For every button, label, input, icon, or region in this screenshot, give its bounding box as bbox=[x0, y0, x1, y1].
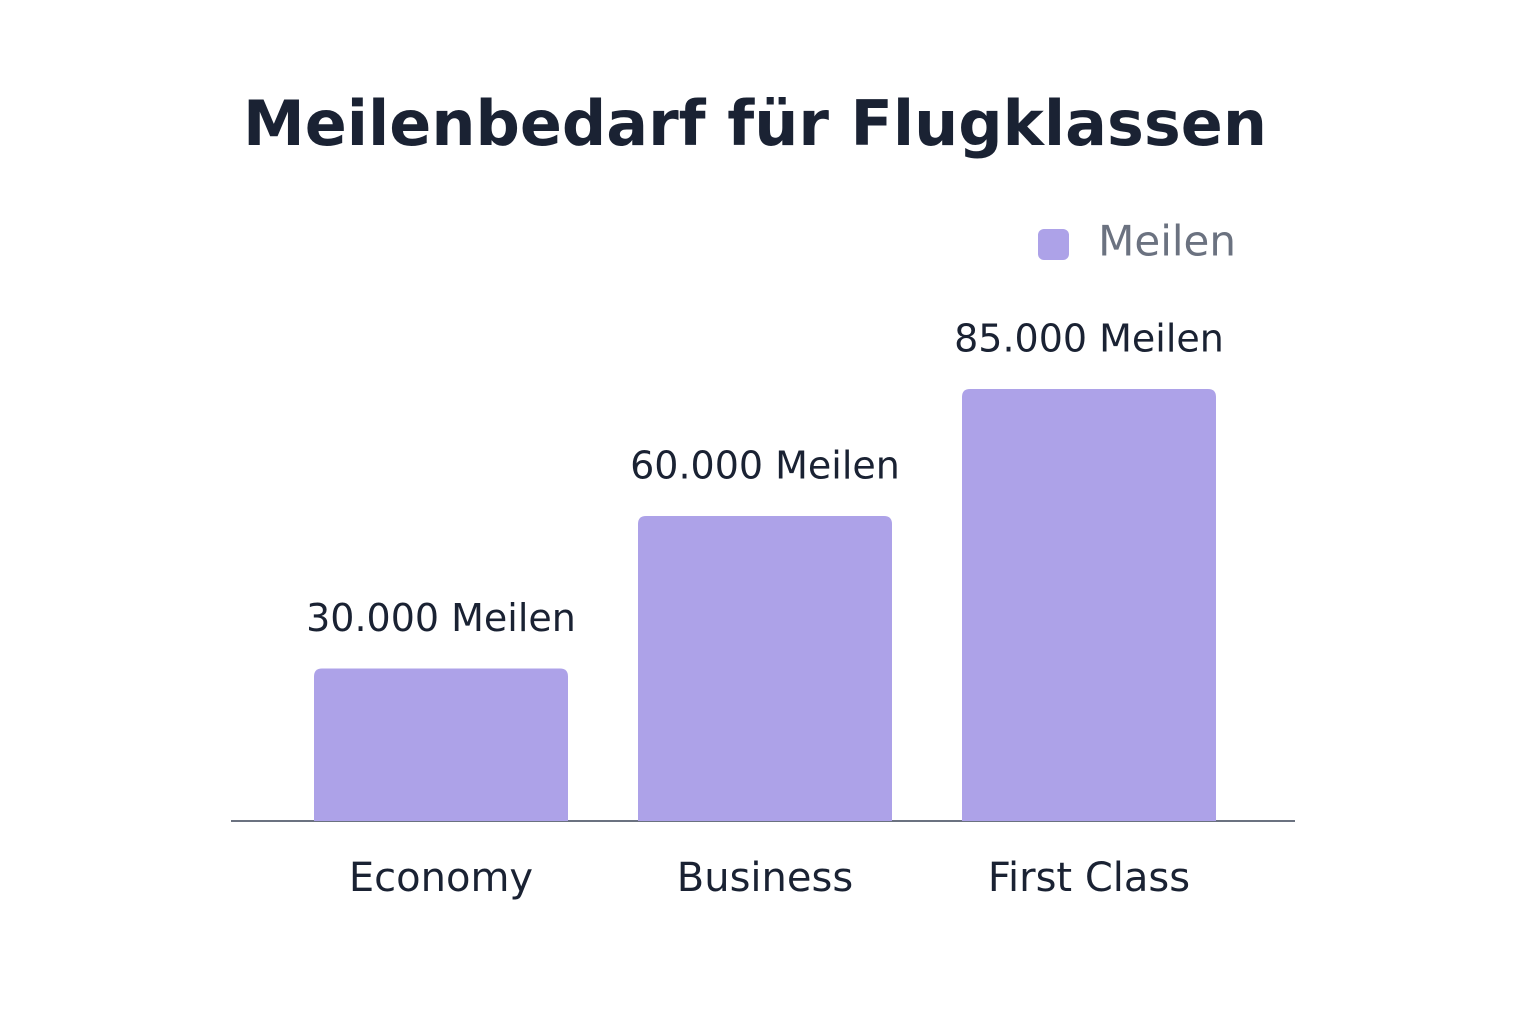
legend-swatch bbox=[1038, 229, 1069, 260]
x-tick-label: First Class bbox=[988, 855, 1190, 901]
bar bbox=[962, 389, 1216, 821]
value-label: 85.000 Meilen bbox=[954, 317, 1224, 361]
bar bbox=[638, 516, 892, 821]
legend-label: Meilen bbox=[1098, 217, 1236, 266]
x-tick-label: Economy bbox=[349, 855, 533, 901]
chart-title: Meilenbedarf für Flugklassen bbox=[243, 87, 1267, 160]
bar bbox=[314, 668, 568, 821]
value-label: 60.000 Meilen bbox=[630, 444, 900, 488]
value-label: 30.000 Meilen bbox=[306, 596, 576, 640]
x-tick-label: Business bbox=[677, 855, 853, 901]
